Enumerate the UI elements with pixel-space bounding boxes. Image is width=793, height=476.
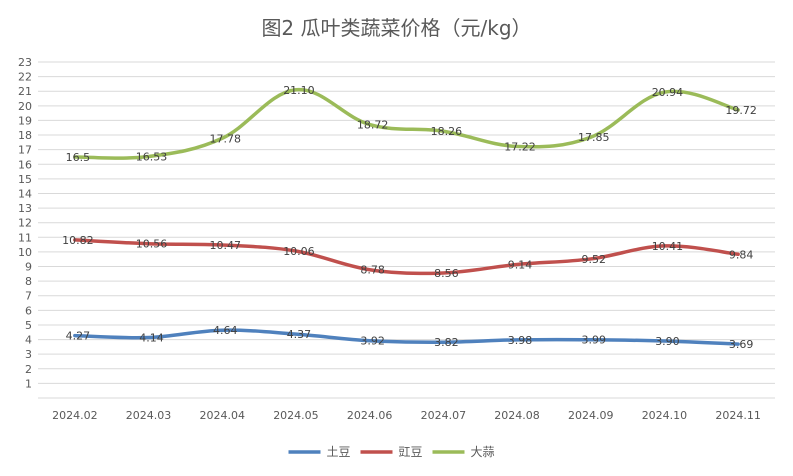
y-tick-label: 3: [25, 348, 32, 361]
y-tick-label: 21: [18, 85, 32, 98]
data-label: 17.22: [504, 140, 536, 153]
data-label: 10.56: [136, 238, 168, 251]
legend-label: 豇豆: [399, 445, 423, 459]
y-tick-label: 11: [18, 231, 32, 244]
y-tick-label: 6: [25, 304, 32, 317]
data-label: 9.84: [729, 248, 754, 261]
data-label: 3.82: [434, 336, 459, 349]
data-label: 16.53: [136, 151, 168, 164]
y-tick-label: 10: [18, 246, 32, 259]
data-label: 18.26: [431, 125, 463, 138]
y-tick-label: 15: [18, 173, 32, 186]
y-tick-label: 7: [25, 290, 32, 303]
legend-item: 豇豆: [360, 445, 423, 459]
series-line: [73, 87, 740, 160]
series-line: [73, 328, 740, 346]
series-line: [73, 238, 740, 276]
legend-label: 土豆: [327, 445, 351, 459]
data-label: 3.99: [582, 334, 607, 347]
y-tick-label: 14: [18, 187, 32, 200]
y-tick-label: 20: [18, 100, 32, 113]
x-tick-label: 2024.06: [347, 409, 393, 422]
data-label: 19.72: [725, 104, 757, 117]
y-tick-label: 16: [18, 158, 32, 171]
y-tick-label: 18: [18, 129, 32, 142]
data-label: 4.27: [66, 330, 91, 343]
data-label: 17.85: [578, 131, 610, 144]
data-label: 9.52: [582, 253, 607, 266]
y-tick-label: 4: [25, 334, 32, 347]
y-tick-label: 9: [25, 261, 32, 274]
y-tick-label: 23: [18, 56, 32, 69]
x-tick-label: 2024.05: [273, 409, 319, 422]
data-label: 8.56: [434, 267, 459, 280]
y-tick-label: 5: [25, 319, 32, 332]
data-label: 9.14: [508, 258, 533, 271]
legend-label: 大蒜: [471, 445, 495, 459]
y-tick-label: 2: [25, 363, 32, 376]
data-label: 20.94: [652, 86, 684, 99]
data-label: 4.64: [213, 324, 238, 337]
y-tick-label: 22: [18, 71, 32, 84]
data-label: 10.47: [210, 239, 242, 252]
x-tick-label: 2024.02: [52, 409, 98, 422]
chart-title: 图2 瓜叶类蔬菜价格（元/kg）: [261, 16, 532, 40]
data-label: 17.78: [210, 132, 242, 145]
data-label: 21.10: [283, 84, 315, 97]
data-label: 10.82: [62, 234, 94, 247]
y-tick-label: 12: [18, 217, 32, 230]
y-tick-label: 19: [18, 114, 32, 127]
data-label: 4.14: [139, 332, 164, 345]
x-tick-label: 2024.07: [421, 409, 467, 422]
x-tick-label: 2024.11: [715, 409, 761, 422]
x-tick-label: 2024.03: [126, 409, 172, 422]
legend-item: 土豆: [288, 445, 351, 459]
y-tick-label: 13: [18, 202, 32, 215]
y-tick-label: 8: [25, 275, 32, 288]
data-label: 3.90: [655, 335, 680, 348]
data-label: 3.92: [360, 335, 385, 348]
data-label: 10.06: [283, 245, 315, 258]
data-label: 3.69: [729, 338, 754, 351]
data-label: 16.5: [66, 151, 91, 164]
data-label: 10.41: [652, 240, 684, 253]
x-tick-label: 2024.04: [200, 409, 246, 422]
data-label: 4.37: [287, 328, 312, 341]
data-label: 8.78: [360, 264, 385, 277]
data-label: 3.98: [508, 334, 533, 347]
y-tick-label: 1: [25, 377, 32, 390]
x-tick-label: 2024.09: [568, 409, 614, 422]
x-tick-label: 2024.10: [642, 409, 688, 422]
x-tick-label: 2024.08: [494, 409, 540, 422]
legend-item: 大蒜: [432, 445, 495, 459]
y-tick-label: 17: [18, 144, 32, 157]
data-label: 18.72: [357, 119, 389, 132]
